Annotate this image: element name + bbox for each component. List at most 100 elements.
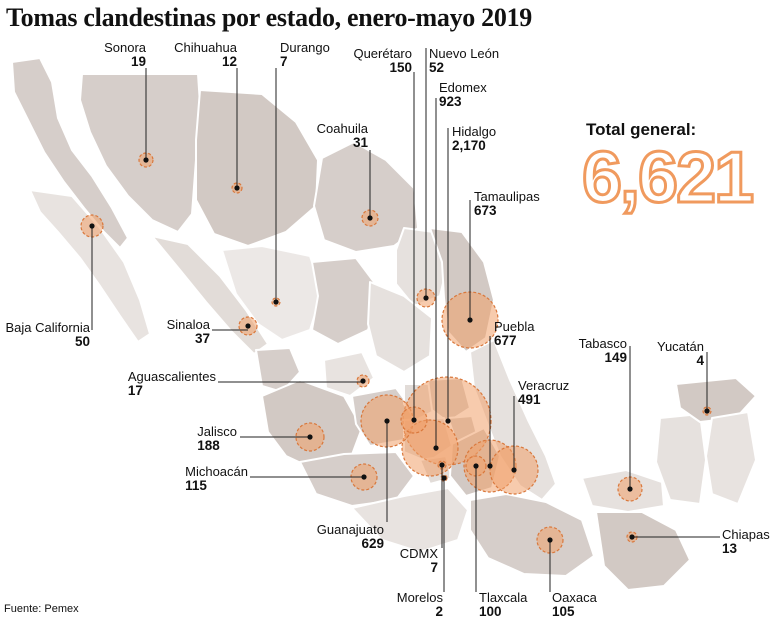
label-value: 2 xyxy=(435,604,443,619)
point-sonora xyxy=(143,157,149,163)
label-value: 31 xyxy=(352,135,368,150)
label-value: 7 xyxy=(430,560,438,575)
point-sinaloa xyxy=(245,323,251,329)
label-cdmx: CDMX 7 xyxy=(400,547,438,575)
label-name: Nuevo León xyxy=(429,46,500,61)
label-name: Oaxaca xyxy=(552,590,597,605)
region-zacatecas xyxy=(311,257,381,345)
label-sinaloa: Sinaloa 37 xyxy=(167,318,210,346)
label-value: 105 xyxy=(552,604,575,619)
label-chiapas: Chiapas 13 xyxy=(722,528,770,556)
point-queretaro xyxy=(411,417,417,423)
page-title: Tomas clandestinas por estado, enero-may… xyxy=(6,3,532,32)
leader-lines xyxy=(91,48,720,592)
total-value: 6,621 xyxy=(580,138,755,218)
source-note: Fuente: Pemex xyxy=(4,603,79,615)
point-tabasco xyxy=(627,486,633,492)
label-name: Baja California xyxy=(5,320,90,335)
label-edomex: Edomex 923 xyxy=(439,81,487,109)
region-san-luis-potosi xyxy=(367,281,433,373)
label-name: Chihuahua xyxy=(174,40,237,55)
label-value: 2,170 xyxy=(452,138,486,153)
region-guerrero xyxy=(351,487,469,553)
label-value: 50 xyxy=(74,334,90,349)
label-name: Tlaxcala xyxy=(479,590,528,605)
label-name: Aguascalientes xyxy=(127,369,216,384)
label-guanajuato: Guanajuato 629 xyxy=(317,523,384,551)
label-value: 13 xyxy=(722,541,738,556)
total-label: Total general: xyxy=(586,120,697,139)
label-puebla: Puebla 677 xyxy=(494,320,534,348)
label-aguascalientes: Aguascalientes 17 xyxy=(128,370,216,398)
point-hidalgo xyxy=(445,418,451,424)
label-value: 677 xyxy=(494,333,517,348)
point-yucatan xyxy=(704,408,710,414)
point-veracruz xyxy=(511,467,517,473)
label-morelos: Morelos 2 xyxy=(397,591,443,619)
label-nuevo-leon: Nuevo León 52 xyxy=(429,47,499,75)
label-coahuila: Coahuila 31 xyxy=(317,122,368,150)
point-chiapas xyxy=(629,534,635,540)
label-yucatan: Yucatán 4 xyxy=(657,340,704,368)
point-nuevo-leon xyxy=(423,295,429,301)
label-value: 100 xyxy=(479,604,502,619)
label-value: 149 xyxy=(604,350,627,365)
label-sonora: Sonora 19 xyxy=(104,41,146,69)
label-queretaro: Querétaro 150 xyxy=(353,47,412,75)
point-coahuila xyxy=(367,215,373,221)
label-name: Tamaulipas xyxy=(474,189,540,204)
point-guanajuato xyxy=(384,418,390,424)
region-durango xyxy=(221,245,323,341)
point-tamaulipas xyxy=(467,317,473,323)
label-value: 4 xyxy=(696,353,704,368)
label-name: Morelos xyxy=(396,590,443,605)
point-tlaxcala xyxy=(473,463,479,469)
label-value: 188 xyxy=(197,438,220,453)
label-value: 629 xyxy=(361,536,384,551)
label-oaxaca: Oaxaca 105 xyxy=(552,591,597,619)
label-name: CDMX xyxy=(399,546,438,561)
label-veracruz: Veracruz 491 xyxy=(518,379,569,407)
label-value: 7 xyxy=(280,54,288,69)
point-jalisco xyxy=(307,434,313,440)
point-edomex xyxy=(433,445,439,451)
label-name: Edomex xyxy=(439,80,487,95)
label-value: 150 xyxy=(389,60,412,75)
label-value: 52 xyxy=(429,60,445,75)
label-chihuahua: Chihuahua 12 xyxy=(174,41,237,69)
region-chihuahua xyxy=(195,89,319,247)
label-name: Yucatán xyxy=(657,339,704,354)
land-layer xyxy=(11,57,757,591)
label-name: Tabasco xyxy=(578,336,627,351)
label-name: Durango xyxy=(280,40,330,55)
label-value: 673 xyxy=(474,203,497,218)
label-michoacan: Michoacán 115 xyxy=(185,465,248,493)
label-name: Sonora xyxy=(104,40,146,55)
point-chihuahua xyxy=(234,185,240,191)
point-cdmx xyxy=(439,462,445,468)
label-jalisco: Jalisco 188 xyxy=(197,425,237,453)
region-chiapas xyxy=(595,511,691,591)
label-value: 37 xyxy=(194,331,210,346)
label-name: Michoacán xyxy=(185,464,248,479)
label-value: 12 xyxy=(221,54,237,69)
label-tamaulipas: Tamaulipas 673 xyxy=(474,190,540,218)
label-name: Guanajuato xyxy=(316,522,384,537)
point-michoacan xyxy=(361,474,367,480)
region-aguascalientes xyxy=(323,351,375,397)
label-name: Querétaro xyxy=(353,46,412,61)
label-value: 19 xyxy=(130,54,146,69)
region-quintana-roo xyxy=(705,411,757,505)
point-morelos xyxy=(441,475,447,481)
label-name: Jalisco xyxy=(197,424,237,439)
label-value: 17 xyxy=(127,383,143,398)
label-hidalgo: Hidalgo 2,170 xyxy=(452,125,496,153)
label-value: 491 xyxy=(518,392,541,407)
label-tabasco: Tabasco 149 xyxy=(579,337,627,365)
label-name: Veracruz xyxy=(518,378,570,393)
point-puebla xyxy=(487,463,493,469)
point-oaxaca xyxy=(547,537,553,543)
point-durango xyxy=(273,299,279,305)
point-aguascalientes xyxy=(360,378,366,384)
